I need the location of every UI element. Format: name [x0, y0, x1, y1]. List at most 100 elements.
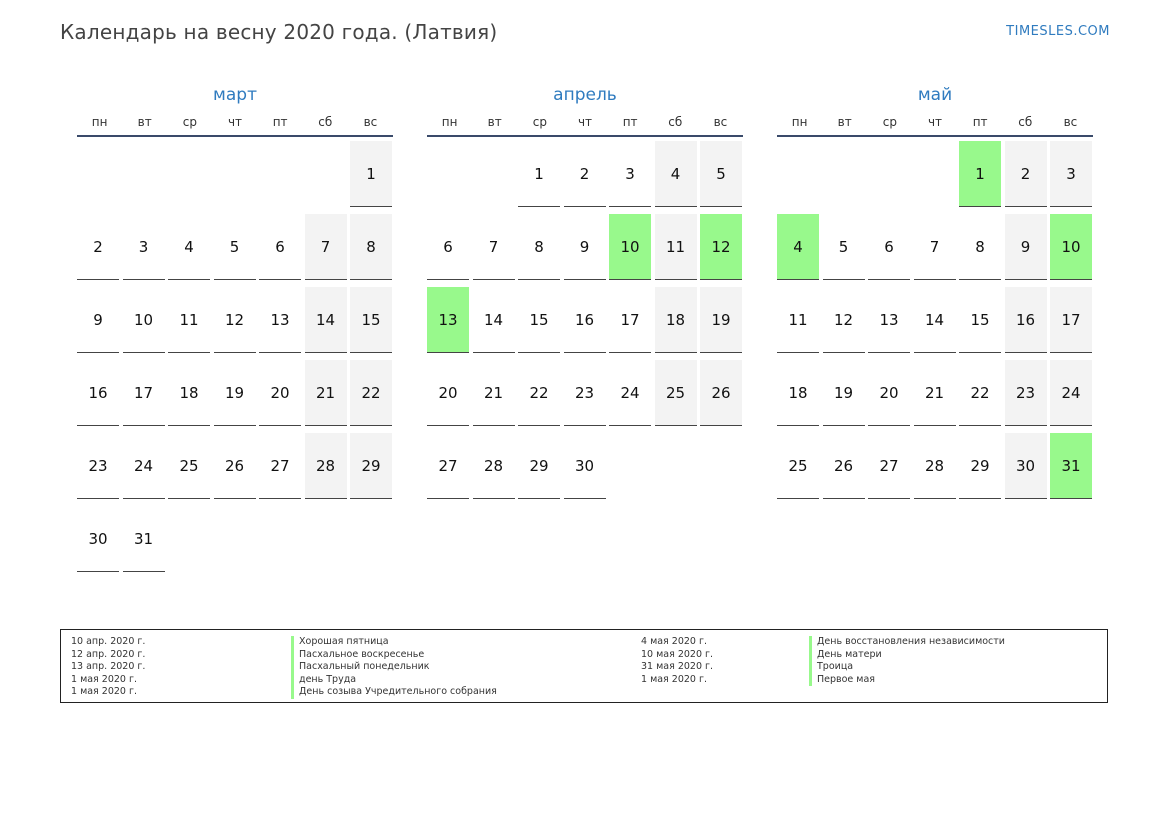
day-cell[interactable]: 25 [654, 360, 697, 426]
day-cell[interactable]: 21 [913, 360, 956, 426]
day-cell[interactable]: 14 [304, 287, 347, 353]
day-cell[interactable]: 8 [959, 214, 1001, 280]
day-cell[interactable]: 6 [427, 214, 469, 280]
day-cell[interactable]: 18 [777, 360, 819, 426]
day-cell[interactable]: 1 [350, 141, 392, 207]
day-cell[interactable]: 15 [350, 287, 392, 353]
day-cell[interactable]: 26 [213, 433, 256, 499]
day-cell[interactable]: 21 [304, 360, 347, 426]
day-cell[interactable]: 4 [777, 214, 819, 280]
legend-holiday-name: Троица [809, 661, 1005, 674]
day-cell[interactable]: 29 [350, 433, 392, 499]
day-cell[interactable]: 28 [304, 433, 347, 499]
day-cell[interactable]: 11 [654, 214, 697, 280]
day-cell[interactable]: 2 [563, 141, 606, 207]
day-cell[interactable]: 3 [609, 141, 651, 207]
day-cell[interactable]: 16 [1004, 287, 1047, 353]
day-cell[interactable]: 10 [609, 214, 651, 280]
day-cell[interactable]: 4 [168, 214, 210, 280]
day-cell[interactable]: 31 [122, 506, 165, 572]
day-cell[interactable]: 17 [122, 360, 165, 426]
day-cell[interactable]: 13 [868, 287, 910, 353]
day-cell[interactable]: 3 [122, 214, 165, 280]
day-cell[interactable]: 12 [822, 287, 865, 353]
day-cell[interactable]: 9 [1004, 214, 1047, 280]
day-cell[interactable]: 22 [959, 360, 1001, 426]
day-cell[interactable]: 30 [1004, 433, 1047, 499]
day-cell[interactable]: 31 [1050, 433, 1092, 499]
day-cell[interactable]: 14 [472, 287, 515, 353]
day-cell[interactable]: 8 [350, 214, 392, 280]
day-cell[interactable]: 17 [1050, 287, 1092, 353]
day-cell[interactable]: 25 [168, 433, 210, 499]
day-cell[interactable]: 2 [77, 214, 119, 280]
day-cell[interactable]: 5 [700, 141, 742, 207]
day-cell[interactable]: 13 [259, 287, 301, 353]
day-cell[interactable]: 18 [654, 287, 697, 353]
day-cell[interactable]: 25 [777, 433, 819, 499]
day-cell[interactable]: 13 [427, 287, 469, 353]
day-cell[interactable]: 27 [427, 433, 469, 499]
day-cell[interactable]: 11 [168, 287, 210, 353]
day-cell[interactable]: 22 [350, 360, 392, 426]
day-cell[interactable]: 6 [868, 214, 910, 280]
day-cell[interactable]: 7 [304, 214, 347, 280]
day-cell[interactable]: 27 [868, 433, 910, 499]
day-cell[interactable]: 26 [822, 433, 865, 499]
day-cell[interactable]: 20 [427, 360, 469, 426]
day-cell[interactable]: 23 [77, 433, 119, 499]
day-cell[interactable]: 19 [700, 287, 742, 353]
day-cell[interactable]: 19 [822, 360, 865, 426]
day-cell[interactable]: 5 [213, 214, 256, 280]
day-cell[interactable]: 30 [77, 506, 119, 572]
day-cell[interactable]: 10 [1050, 214, 1092, 280]
day-cell[interactable]: 16 [563, 287, 606, 353]
day-cell[interactable]: 16 [77, 360, 119, 426]
day-cell[interactable]: 26 [700, 360, 742, 426]
weekday-label: сб [668, 115, 683, 129]
legend-dates-left: 10 апр. 2020 г. 12 апр. 2020 г. 13 апр. 20… [71, 636, 145, 699]
day-cell[interactable]: 8 [518, 214, 560, 280]
day-cell[interactable]: 18 [168, 360, 210, 426]
day-cell[interactable]: 12 [700, 214, 742, 280]
day-cell[interactable]: 30 [563, 433, 606, 499]
day-cell[interactable]: 9 [77, 287, 119, 353]
day-cell[interactable]: 14 [913, 287, 956, 353]
day-cell[interactable]: 5 [822, 214, 865, 280]
day-cell[interactable]: 1 [518, 141, 560, 207]
day-cell[interactable]: 10 [122, 287, 165, 353]
legend-holiday-name: Первое мая [809, 673, 1005, 686]
day-cell[interactable]: 24 [609, 360, 651, 426]
day-cell[interactable]: 3 [1050, 141, 1092, 207]
day-cell[interactable]: 27 [259, 433, 301, 499]
day-cell[interactable]: 17 [609, 287, 651, 353]
weekday-label: пн [91, 115, 108, 129]
day-cell[interactable]: 20 [259, 360, 301, 426]
day-cell[interactable]: 23 [563, 360, 606, 426]
day-cell[interactable]: 22 [518, 360, 560, 426]
day-cell[interactable]: 1 [959, 141, 1001, 207]
day-cell[interactable]: 28 [472, 433, 515, 499]
day-cell[interactable]: 4 [654, 141, 697, 207]
day-cell[interactable]: 21 [472, 360, 515, 426]
day-cell[interactable]: 29 [518, 433, 560, 499]
day-cell[interactable]: 12 [213, 287, 256, 353]
day-cell[interactable]: 29 [959, 433, 1001, 499]
day-cell[interactable]: 24 [1050, 360, 1092, 426]
weekday-label: вс [363, 115, 378, 129]
brand-link[interactable]: TIMESLES.COM [1006, 24, 1110, 39]
day-cell[interactable]: 28 [913, 433, 956, 499]
weekday-header: пн вт ср чт пт сб вс [427, 113, 743, 137]
day-cell[interactable]: 7 [472, 214, 515, 280]
day-cell[interactable]: 15 [518, 287, 560, 353]
day-cell[interactable]: 11 [777, 287, 819, 353]
day-cell[interactable]: 7 [913, 214, 956, 280]
day-cell[interactable]: 24 [122, 433, 165, 499]
day-cell[interactable]: 2 [1004, 141, 1047, 207]
day-cell[interactable]: 15 [959, 287, 1001, 353]
day-cell[interactable]: 23 [1004, 360, 1047, 426]
day-cell[interactable]: 9 [563, 214, 606, 280]
day-cell[interactable]: 20 [868, 360, 910, 426]
day-cell[interactable]: 6 [259, 214, 301, 280]
day-cell[interactable]: 19 [213, 360, 256, 426]
